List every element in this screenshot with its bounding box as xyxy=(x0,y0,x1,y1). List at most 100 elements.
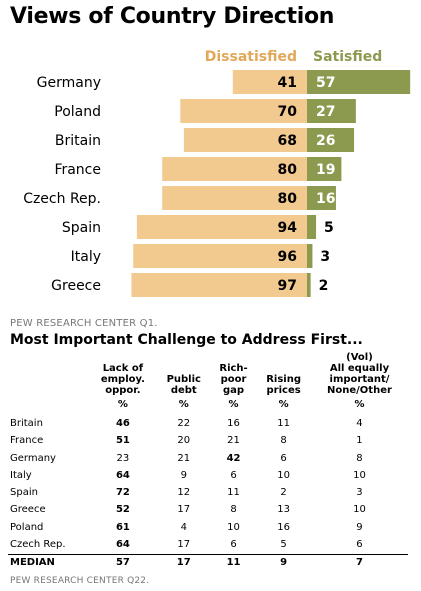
table-header-text: Public xyxy=(166,374,201,385)
label-dissatisfied-greece: 97 xyxy=(278,278,297,294)
label-satisfied-czech-rep: 16 xyxy=(316,191,335,207)
table-row: Poland 61 4 10 16 9 xyxy=(8,519,408,536)
table-cell: 8 xyxy=(356,452,363,464)
table-header-col-2: Public debt xyxy=(157,352,211,396)
label-satisfied-poland: 27 xyxy=(316,104,335,120)
table-header-col-4: Rising prices xyxy=(256,352,311,396)
label-dissatisfied-britain: 68 xyxy=(278,133,297,149)
table-cell: 64 xyxy=(115,469,130,481)
table-header-text: important/ xyxy=(329,374,390,385)
table-row: Czech Rep. 64 17 6 5 6 xyxy=(8,536,408,554)
label-dissatisfied-italy: 96 xyxy=(278,249,297,265)
bar-dissatisfied-greece xyxy=(131,273,307,297)
bar-satisfied-poland xyxy=(307,99,356,123)
table-median-row: MEDIAN 57 17 11 9 7 xyxy=(8,553,408,572)
bar-satisfied-spain xyxy=(307,215,317,239)
table-cell: 17 xyxy=(177,504,191,516)
table-cell: 9 xyxy=(180,469,187,481)
category-label-france: France xyxy=(54,162,101,178)
table-cell: 42 xyxy=(226,452,241,464)
table-header-col-5: (Vol) All equally important/None/Other xyxy=(311,352,408,396)
table-cell: 1 xyxy=(356,435,363,447)
table-cell: 13 xyxy=(277,504,290,516)
table-cell: 12 xyxy=(177,487,191,499)
table-median-cell: 7 xyxy=(310,553,408,572)
table-cell: 2 xyxy=(280,487,287,499)
table-unit-cell: % xyxy=(117,398,128,410)
table-cell: 61 xyxy=(115,521,130,533)
table-cell: 9 xyxy=(356,521,363,533)
label-satisfied-italy: 3 xyxy=(320,249,330,265)
table-unit-cell: % xyxy=(354,398,365,410)
bar-satisfied-britain xyxy=(307,128,355,152)
label-satisfied-greece: 2 xyxy=(319,278,329,294)
table-header-text: gap xyxy=(223,385,245,396)
legend-dissatisfied: Dissatisfied xyxy=(205,49,297,65)
table-cell: 51 xyxy=(115,435,130,447)
table-cell: 16 xyxy=(227,417,240,429)
table-header-col-3: Rich-poor gap xyxy=(211,352,257,396)
table-cell: 22 xyxy=(177,417,191,429)
table-row-label: Britain xyxy=(10,417,43,429)
label-dissatisfied-france: 80 xyxy=(278,162,298,178)
bar-dissatisfied-poland xyxy=(180,99,307,123)
table-cell: 4 xyxy=(180,521,187,533)
table-median-cell: 9 xyxy=(256,553,311,572)
table-row: Spain 72 12 11 2 3 xyxy=(8,484,408,501)
table-header-text: prices xyxy=(266,385,301,396)
table-row-label: Italy xyxy=(10,469,32,481)
bar-dissatisfied-britain xyxy=(183,128,307,152)
label-satisfied-spain: 5 xyxy=(324,220,334,236)
table-header-text: oppor. xyxy=(105,385,141,396)
table-row-label: Czech Rep. xyxy=(10,539,66,551)
label-dissatisfied-germany: 41 xyxy=(278,75,297,91)
table-unit-cell: % xyxy=(228,398,239,410)
table-row: Britain 46 22 16 11 4 xyxy=(8,415,408,432)
table-cell: 10 xyxy=(277,469,290,481)
table-row-label: Greece xyxy=(10,504,46,516)
table-unit-cell: % xyxy=(278,398,289,410)
table-row-label: Germany xyxy=(10,452,56,464)
table-header-row: Lack of employ. oppor. Public debt Rich-poor g… xyxy=(8,352,408,396)
label-dissatisfied-czech-rep: 80 xyxy=(278,191,298,207)
table-cell: 72 xyxy=(115,487,130,499)
category-label-italy: Italy xyxy=(71,249,101,265)
table-median-cell: 17 xyxy=(156,553,211,572)
table-cell: 6 xyxy=(230,539,237,551)
table-cell: 11 xyxy=(227,487,240,499)
table-cell: 11 xyxy=(277,417,290,429)
legend-satisfied: Satisfied xyxy=(313,49,382,65)
table-header-text: Lack of xyxy=(102,363,144,374)
table-cell: 6 xyxy=(230,469,237,481)
category-label-greece: Greece xyxy=(51,278,101,294)
table-units-row: %%%%% xyxy=(8,396,408,415)
table-cell: 8 xyxy=(230,504,237,516)
table-row-label: Spain xyxy=(10,487,38,499)
bar-dissatisfied-germany xyxy=(232,70,307,94)
table-cell: 21 xyxy=(227,435,240,447)
table-median-cell: 57 xyxy=(89,553,157,572)
bar-dissatisfied-czech-rep xyxy=(162,186,307,210)
table-header-text: poor xyxy=(220,374,247,385)
table-header-col-1: Lack of employ. oppor. xyxy=(89,352,157,396)
category-label-britain: Britain xyxy=(55,133,101,149)
table-cell: 46 xyxy=(115,417,130,429)
table-cell: 10 xyxy=(353,469,366,481)
table-header-corner xyxy=(8,352,89,396)
table-row: Greece 52 17 8 13 10 xyxy=(8,502,408,519)
table-cell: 3 xyxy=(356,487,363,499)
category-label-germany: Germany xyxy=(37,75,101,91)
bar-dissatisfied-spain xyxy=(136,215,307,239)
table-header-text: (Vol) xyxy=(346,352,373,363)
challenge-table: Lack of employ. oppor. Public debt Rich-poor g… xyxy=(8,352,408,572)
table-header-text: Rising xyxy=(266,374,301,385)
table-cell: 10 xyxy=(353,504,366,516)
table-row: Germany 23 21 42 6 8 xyxy=(8,450,408,467)
table-cell: 8 xyxy=(280,435,287,447)
label-dissatisfied-poland: 70 xyxy=(278,104,298,120)
table-header-text: None/Other xyxy=(327,385,392,396)
chart-title: Views of Country Direction xyxy=(10,4,335,29)
label-satisfied-germany: 57 xyxy=(316,75,335,91)
table-row-label: France xyxy=(10,435,44,447)
table-row: France 51 20 21 8 1 xyxy=(8,433,408,450)
